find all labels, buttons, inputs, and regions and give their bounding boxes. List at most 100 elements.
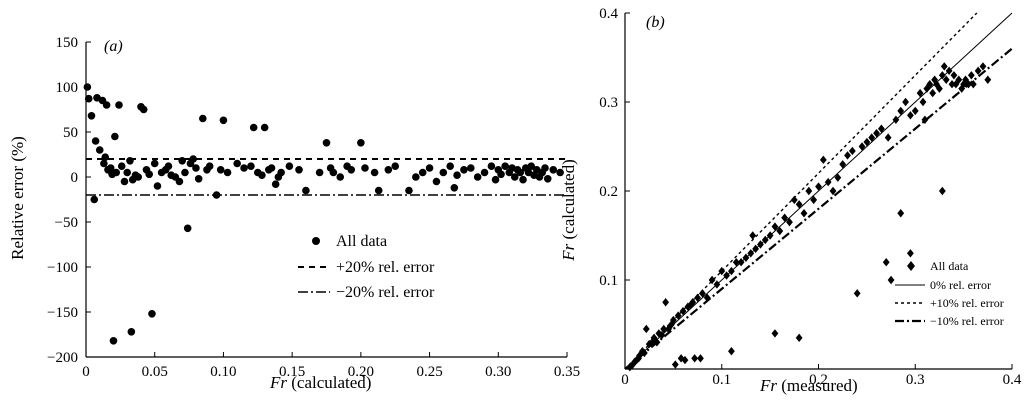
b-data-point <box>884 133 892 142</box>
b-data-point <box>669 315 677 325</box>
b-data-point <box>829 186 837 196</box>
a-data-point <box>432 177 441 186</box>
b-data-point <box>728 347 735 356</box>
a-data-point <box>405 186 413 195</box>
a-data-point <box>412 173 420 181</box>
a-data-point <box>120 177 129 186</box>
b-data-point <box>679 306 687 316</box>
a-data-point <box>181 168 189 177</box>
a-data-point <box>446 162 454 170</box>
a-ticks <box>85 41 568 358</box>
b-data-point <box>863 137 871 147</box>
a-data-point <box>315 168 324 177</box>
b-data-point <box>776 226 784 236</box>
b-data-point <box>824 177 832 187</box>
a-data-point <box>90 195 99 204</box>
b-data-point <box>965 80 972 89</box>
b-ticks <box>624 12 1013 369</box>
a-data-point <box>127 328 136 336</box>
a-x-axis-label: Fr (calculated) <box>269 373 371 392</box>
b-data-point <box>955 75 963 84</box>
b-data-point <box>877 124 885 133</box>
b-data-point <box>926 80 934 89</box>
b-data-point <box>800 209 808 218</box>
b-x-tick-label: 0.3 <box>906 372 925 388</box>
b-data-point <box>790 195 798 205</box>
a-data-point <box>183 224 192 233</box>
a-data-point <box>164 162 173 170</box>
b-data-point <box>689 298 697 307</box>
b-data-point <box>907 249 914 258</box>
a-data-point <box>112 168 121 177</box>
a-legend-label-plus20: +20% rel. error <box>336 259 435 276</box>
b-data-point <box>907 111 914 120</box>
b-data-point <box>713 280 721 289</box>
a-data-point <box>543 175 552 183</box>
b-data-point <box>642 324 650 334</box>
b-data-point <box>911 106 919 116</box>
b-data-point <box>728 266 735 276</box>
a-panel-label: (a) <box>104 38 123 55</box>
b-legend-label-minus10: −10% rel. error <box>930 314 1004 328</box>
a-data-point <box>258 171 266 179</box>
b-data-point <box>839 160 847 169</box>
b-data-point <box>749 231 757 240</box>
b-x-tick-label: 0 <box>621 372 629 388</box>
a-x-tick-label: 0.10 <box>210 364 236 380</box>
a-data-point <box>460 166 468 174</box>
b-data-point <box>858 142 866 151</box>
b-data-point <box>834 173 842 182</box>
b-data-point <box>819 155 827 165</box>
a-legend-marker-all-data <box>312 237 320 245</box>
a-data-point <box>450 184 459 192</box>
b-data-point <box>697 354 704 363</box>
b-data-point <box>640 348 648 358</box>
a-data-point <box>295 166 303 174</box>
a-y-tick-label: −200 <box>47 350 78 366</box>
b-data-point <box>658 330 666 340</box>
a-data-point <box>223 168 232 177</box>
a-x-tick-label: 0.05 <box>142 364 168 380</box>
b-y-tick-label: 0.3 <box>599 95 618 111</box>
a-data-point <box>329 168 338 177</box>
a-data-point <box>134 173 143 181</box>
b-data-point <box>771 222 779 231</box>
b-data-point <box>979 62 987 71</box>
a-data-point <box>516 168 525 177</box>
b-legend-label-plus10: +10% rel. error <box>930 296 1004 310</box>
b-data-point <box>699 289 706 298</box>
a-data-point <box>322 139 331 147</box>
b-data-point <box>766 231 774 240</box>
b-data-point <box>868 133 876 142</box>
a-data-point <box>199 114 207 123</box>
b-data-point <box>958 84 966 93</box>
a-data-point <box>467 164 475 172</box>
a-data-point <box>247 162 255 170</box>
b-line-minus10 <box>624 47 1013 370</box>
b-data-point <box>942 75 950 84</box>
a-data-point <box>541 164 549 172</box>
b-data-point <box>969 80 977 89</box>
b-data-point <box>708 275 716 285</box>
a-data-point <box>453 171 461 179</box>
b-data-point <box>681 355 689 365</box>
a-reference-lines <box>86 158 567 196</box>
a-data-point <box>95 146 104 154</box>
b-data-point <box>945 66 953 76</box>
a-x-tick-label: 0.20 <box>348 364 374 380</box>
b-data-point <box>795 333 803 343</box>
b-x-tick-label: 0.1 <box>712 372 731 388</box>
a-data-point <box>139 105 148 114</box>
b-data-point <box>723 271 730 280</box>
a-data-point <box>205 162 214 170</box>
a-data-point <box>115 101 123 109</box>
b-data-point <box>974 66 982 76</box>
a-data-point <box>216 166 225 174</box>
b-data-point <box>732 258 740 267</box>
a-data-point <box>549 166 558 174</box>
a-data-point <box>271 180 280 188</box>
b-data-point <box>940 62 948 71</box>
b-legend-label-all-data: All data <box>930 259 969 273</box>
b-data-point <box>984 75 992 84</box>
